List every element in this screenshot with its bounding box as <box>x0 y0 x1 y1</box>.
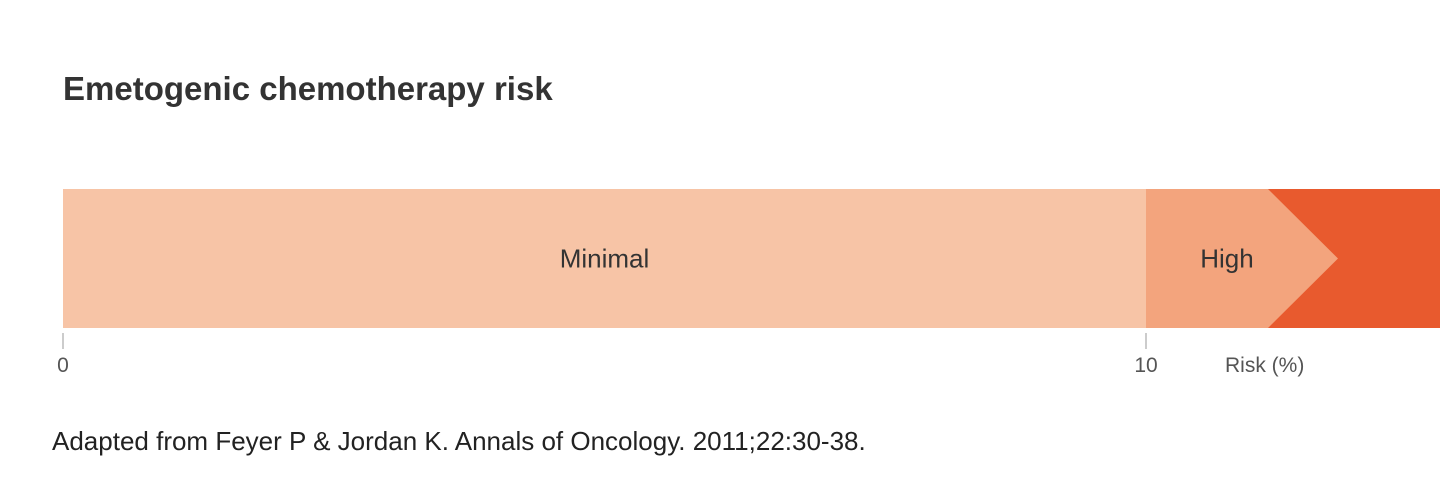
segment-label-high: High <box>1200 244 1253 274</box>
risk-segment-labels: MinimalLowModerateHigh <box>560 244 1254 274</box>
segment-minimal <box>63 189 1146 328</box>
segment-label-minimal: Minimal <box>560 244 650 274</box>
segment-high <box>1268 189 1440 328</box>
chart-title: Emetogenic chemotherapy risk <box>63 70 553 107</box>
risk-axis-ticks: 0103090 <box>57 333 1158 377</box>
risk-segments <box>63 189 1440 328</box>
x-axis-label: Risk (%) <box>1225 354 1304 377</box>
tick-label-10: 10 <box>1134 354 1157 377</box>
tick-label-0: 0 <box>57 354 69 377</box>
source-note: Adapted from Feyer P & Jordan K. Annals … <box>52 426 866 456</box>
